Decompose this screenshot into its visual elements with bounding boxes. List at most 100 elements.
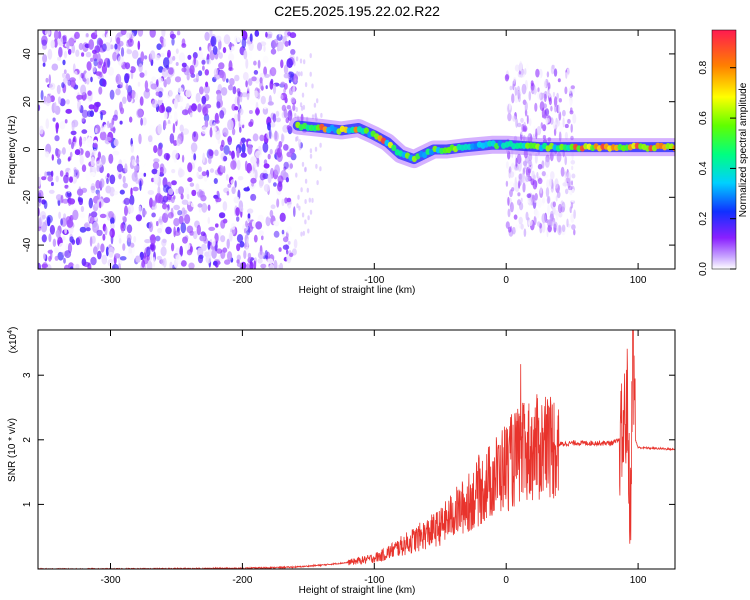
heatmap-noise-blob [185,89,192,98]
heatmap-broadband-blob [533,125,536,137]
heatmap-noise-blob [239,141,243,146]
heatmap-noise-blob [205,104,212,109]
heatmap-broadband-blob [518,216,523,225]
heatmap-noise-blob [81,137,86,145]
heatmap-noise-blob [165,226,172,235]
heatmap-noise-blob [274,164,280,176]
heatmap-noise-blob [86,189,90,197]
heatmap-broadband-blob [542,78,547,89]
heatmap-noise-blob [199,235,206,242]
heatmap-noise-blob [249,261,254,269]
heatmap-noise-blob [164,111,168,120]
heatmap-noise-blob [197,132,201,142]
heatmap-noise-blob [250,177,257,184]
heatmap-noise-blob [63,257,66,264]
heatmap-noise-blob [102,43,107,52]
heatmap-noise-blob [105,32,113,43]
heatmap-broadband-blob [507,196,510,206]
heatmap-noise-blob [152,256,156,268]
heatmap-noise-blob [196,247,204,257]
heatmap-noise-blob [235,207,240,217]
heatmap-noise-blob [251,76,257,82]
heatmap-noise-blob [265,31,268,38]
heatmap-noise-blob [304,166,307,172]
heatmap-noise-blob [94,45,101,54]
heatmap-broadband-blob [550,64,555,75]
heatmap-broadband-blob [526,193,532,198]
heatmap-noise-blob [178,236,182,244]
heatmap-noise-blob [41,263,49,268]
heatmap-noise-blob [41,176,47,181]
heatmap-noise-blob [247,144,253,155]
heatmap-noise-blob [239,241,245,248]
heatmap-noise-blob [174,76,182,83]
heatmap-noise-blob [214,149,219,157]
spectrogram-y-axis-label: Frequency (Hz) [7,116,18,185]
heatmap-noise-blob [38,262,42,269]
heatmap-noise-blob [44,30,51,36]
heatmap-noise-blob [108,251,114,258]
heatmap-broadband-blob [548,97,553,106]
heatmap-noise-blob [294,78,297,84]
heatmap-noise-blob [155,235,161,242]
heatmap-noise-blob [234,106,239,111]
heatmap-noise-blob [40,90,44,101]
heatmap-noise-blob [60,194,64,204]
heatmap-broadband-blob [528,118,532,126]
heatmap-noise-blob [146,260,153,269]
heatmap-broadband-blob [567,185,573,191]
heatmap-noise-blob [267,258,274,265]
heatmap-noise-blob [193,55,196,66]
heatmap-noise-blob [66,219,74,228]
heatmap-noise-blob [302,230,305,236]
heatmap-noise-blob [157,77,163,83]
heatmap-noise-blob [290,97,296,104]
heatmap-noise-blob [143,172,147,177]
heatmap-noise-blob [165,123,172,130]
heatmap-noise-blob [115,88,121,96]
heatmap-noise-blob [247,213,251,219]
heatmap-noise-blob [299,145,302,151]
heatmap-noise-blob [207,216,211,225]
x-tick-label: -300 [100,275,120,286]
heatmap-noise-blob [149,234,156,245]
heatmap-noise-blob [215,197,222,203]
heatmap-noise-blob [119,90,126,98]
heatmap-noise-blob [279,212,286,222]
heatmap-broadband-blob [539,92,545,102]
heatmap-noise-blob [98,39,104,46]
heatmap-noise-blob [86,124,94,132]
heatmap-broadband-blob [524,68,527,75]
heatmap-noise-blob [119,189,125,195]
heatmap-noise-blob [134,92,139,101]
heatmap-noise-blob [129,194,135,206]
heatmap-noise-blob [128,204,134,214]
heatmap-broadband-blob [571,150,574,161]
heatmap-noise-blob [49,82,56,90]
heatmap-noise-blob [264,73,270,78]
heatmap-noise-blob [234,180,237,188]
heatmap-noise-blob [175,48,179,54]
heatmap-noise-blob [289,32,297,39]
heatmap-noise-blob [276,198,280,208]
x-tick-label: -100 [364,575,384,586]
heatmap-broadband-blob [553,221,558,228]
heatmap-noise-blob [90,256,97,266]
heatmap-noise-blob [209,168,215,173]
heatmap-noise-blob [124,205,128,216]
heatmap-noise-blob [300,187,303,193]
heatmap-noise-blob [273,182,277,187]
heatmap-noise-blob [215,35,222,42]
heatmap-noise-blob [125,83,129,91]
heatmap-broadband-blob [504,168,509,177]
heatmap-noise-blob [213,178,218,184]
heatmap-noise-blob [76,94,83,100]
heatmap-noise-blob [114,43,118,50]
heatmap-noise-blob [156,255,162,261]
heatmap-broadband-blob [549,213,554,222]
heatmap-noise-blob [218,52,223,59]
heatmap-noise-blob [299,58,303,64]
heatmap-noise-blob [254,30,260,37]
heatmap-noise-blob [113,138,119,147]
heatmap-noise-blob [208,149,214,157]
